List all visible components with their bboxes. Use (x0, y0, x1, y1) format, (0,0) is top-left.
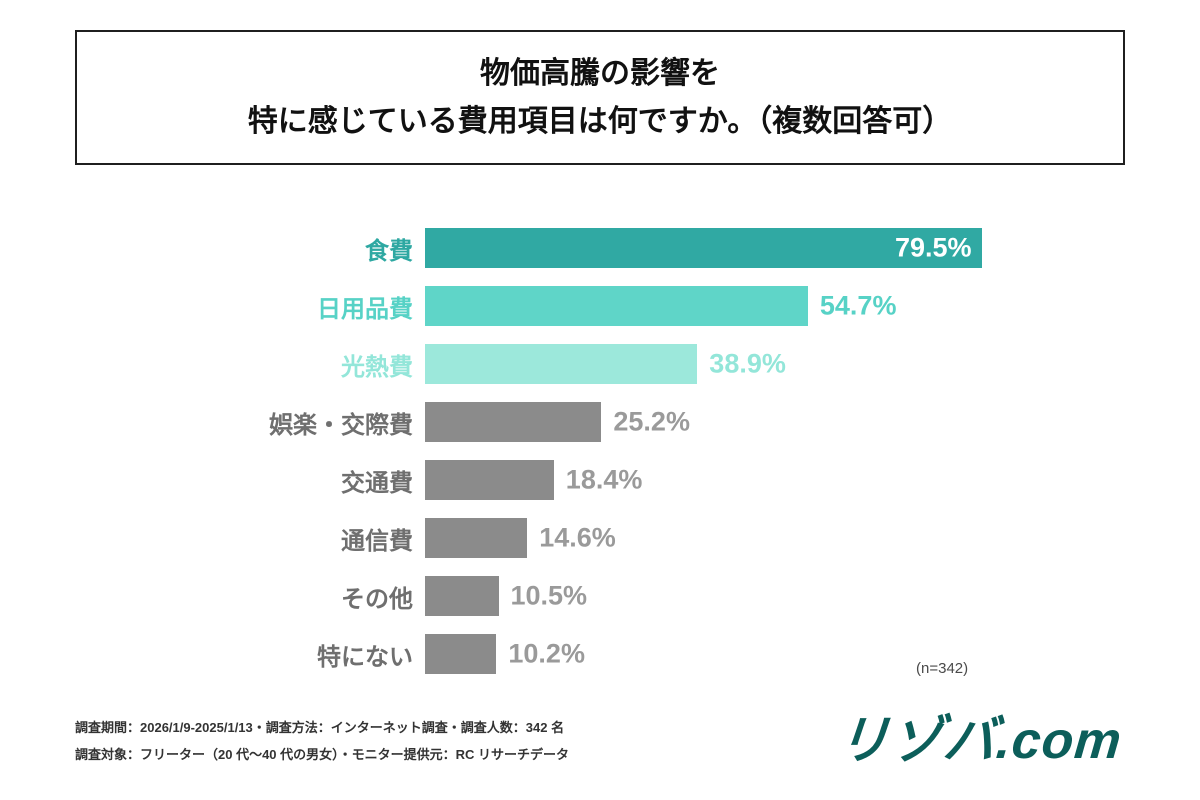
chart-row: 交通費 18.4% (75, 460, 1125, 500)
chart-row: 光熱費 38.9% (75, 344, 1125, 384)
sample-size-label: (n=342) (916, 660, 969, 677)
chart-row: 娯楽・交際費 25.2% (75, 402, 1125, 442)
bar-track: 25.2% (425, 402, 1125, 442)
value-label: 79.5% (894, 232, 972, 263)
rizoba-com-logo: リゾバ.com (834, 712, 1125, 770)
chart-title-line1: 物価高騰の影響を (480, 56, 720, 90)
survey-notes: 調査期間：2026/1/9-2025/1/13・調査方法：インターネット調査・調… (75, 714, 569, 769)
bar-track: 14.6% (425, 518, 1125, 558)
bar: 10.2% (425, 634, 585, 674)
bar-track: 54.7% (425, 286, 1125, 326)
category-label: 日用品費 (317, 295, 413, 323)
chart-row: その他 10.5% (75, 576, 1125, 616)
bar: 14.6% (425, 518, 616, 558)
chart-title-box: 物価高騰の影響を 特に感じている費用項目は何ですか。（複数回答可） (75, 30, 1125, 165)
value-label: 10.2% (508, 638, 585, 669)
bar-track: 79.5% (425, 228, 1125, 268)
chart-row: 日用品費 54.7% (75, 286, 1125, 326)
survey-note-line1: 調査期間：2026/1/9-2025/1/13・調査方法：インターネット調査・調… (75, 720, 565, 735)
category-label: 特にない (317, 643, 413, 671)
category-label: 通信費 (341, 527, 413, 555)
chart-row: 食費 79.5% (75, 228, 1125, 268)
bar-track: 18.4% (425, 460, 1125, 500)
bar: 10.5% (425, 576, 587, 616)
category-label: 光熱費 (341, 353, 413, 381)
bar: 25.2% (425, 402, 690, 442)
bar: 79.5% (425, 228, 982, 268)
chart-row: 特にない 10.2% (75, 634, 1125, 674)
value-label: 14.6% (539, 522, 616, 553)
bar: 54.7% (425, 286, 896, 326)
bar-track: 10.5% (425, 576, 1125, 616)
value-label: 54.7% (819, 290, 897, 321)
category-label: 食費 (365, 237, 413, 265)
value-label: 18.4% (565, 464, 643, 495)
value-label: 25.2% (613, 406, 690, 437)
category-label: 娯楽・交際費 (269, 411, 413, 439)
bar-chart: 食費 79.5% 日用品費 54.7% 光熱費 38.9% 娯楽・交際費 25.2% 交通費 18… (75, 228, 1125, 674)
survey-note-line2: 調査対象：フリーター（20 代〜40 代の男女）・モニター提供元：RC リサーチ… (75, 747, 570, 763)
category-label: 交通費 (341, 469, 413, 497)
value-label: 10.5% (510, 580, 588, 611)
bar: 18.4% (425, 460, 642, 500)
bar-track: 10.2% (425, 634, 1125, 674)
value-label: 38.9% (709, 348, 786, 379)
chart-title-line2: 特に感じている費用項目は何ですか。（複数回答可） (247, 104, 953, 138)
category-label: その他 (341, 585, 413, 613)
bar: 38.9% (425, 344, 786, 384)
chart-row: 通信費 14.6% (75, 518, 1125, 558)
bar-track: 38.9% (425, 344, 1125, 384)
